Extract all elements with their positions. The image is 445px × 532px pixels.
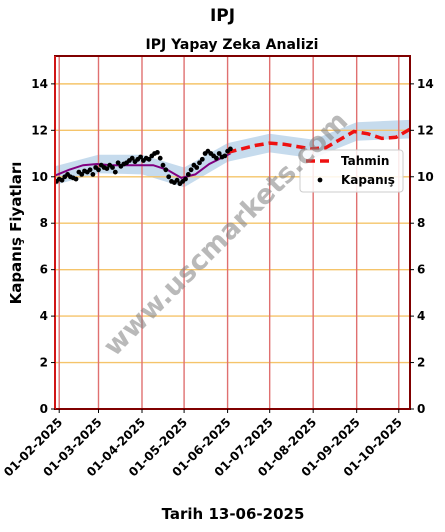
close-point xyxy=(163,167,169,173)
close-point xyxy=(59,177,65,183)
close-point xyxy=(157,155,163,161)
forecast-line xyxy=(227,127,411,155)
close-point xyxy=(138,154,144,160)
close-point xyxy=(160,162,166,168)
confidence-band xyxy=(55,119,410,188)
y-tick-label-right: 8 xyxy=(417,216,425,230)
close-point xyxy=(166,174,172,180)
close-point xyxy=(188,167,194,173)
y-tick-label-left: 4 xyxy=(40,309,48,323)
date-label: Tarih 13-06-2025 xyxy=(161,505,305,523)
figure-title: IPJ xyxy=(209,6,236,26)
series-layer xyxy=(54,127,411,187)
y-tick-label-left: 8 xyxy=(40,216,48,230)
y-tick-label-right: 0 xyxy=(417,402,425,416)
y-tick-label-left: 0 xyxy=(40,402,48,416)
close-point xyxy=(96,167,101,173)
close-point xyxy=(222,153,228,159)
confidence-band-layer xyxy=(55,119,410,188)
legend-label: Tahmin xyxy=(341,154,389,168)
y-tick-label-left: 14 xyxy=(31,77,48,91)
close-point xyxy=(73,176,79,182)
y-tick-label-right: 6 xyxy=(417,263,425,277)
close-point xyxy=(199,156,205,162)
close-point xyxy=(146,156,152,162)
close-point xyxy=(214,155,219,161)
close-point xyxy=(155,150,160,155)
plot-frame-layer xyxy=(54,55,411,410)
close-point xyxy=(216,151,222,156)
close-point xyxy=(183,176,188,182)
chart-title: IPJ Yapay Zeka Analizi xyxy=(146,37,319,53)
y-tick-label-left: 10 xyxy=(31,170,48,184)
y-axis-label: Kapanış Fiyatları xyxy=(7,162,25,305)
close-point xyxy=(228,146,233,152)
close-point xyxy=(87,167,93,173)
trend-line xyxy=(54,152,231,179)
close-point xyxy=(129,155,135,161)
close-point xyxy=(110,165,115,170)
close-point xyxy=(112,169,118,175)
legend-label: Kapanış xyxy=(341,173,395,187)
close-point xyxy=(115,160,121,166)
y-tick-label-right: 10 xyxy=(417,170,434,184)
close-point xyxy=(90,172,96,177)
close-point xyxy=(174,177,180,183)
close-point xyxy=(79,172,85,177)
y-tick-label-right: 14 xyxy=(417,77,434,91)
y-tick-label-right: 2 xyxy=(417,356,425,370)
y-tick-label-left: 2 xyxy=(40,356,48,370)
close-point xyxy=(104,166,110,172)
grid-layer xyxy=(55,56,410,409)
y-tick-label-left: 6 xyxy=(40,263,48,277)
y-tick-label-right: 4 xyxy=(417,309,425,323)
y-tick-label-left: 12 xyxy=(31,123,48,137)
y-tick-label-right: 12 xyxy=(417,123,434,137)
close-point xyxy=(197,160,202,166)
close-point xyxy=(185,172,191,177)
legend: Tahmin Kapanış xyxy=(299,149,404,193)
legend-close-swatch xyxy=(317,177,323,183)
close-point xyxy=(194,165,200,170)
